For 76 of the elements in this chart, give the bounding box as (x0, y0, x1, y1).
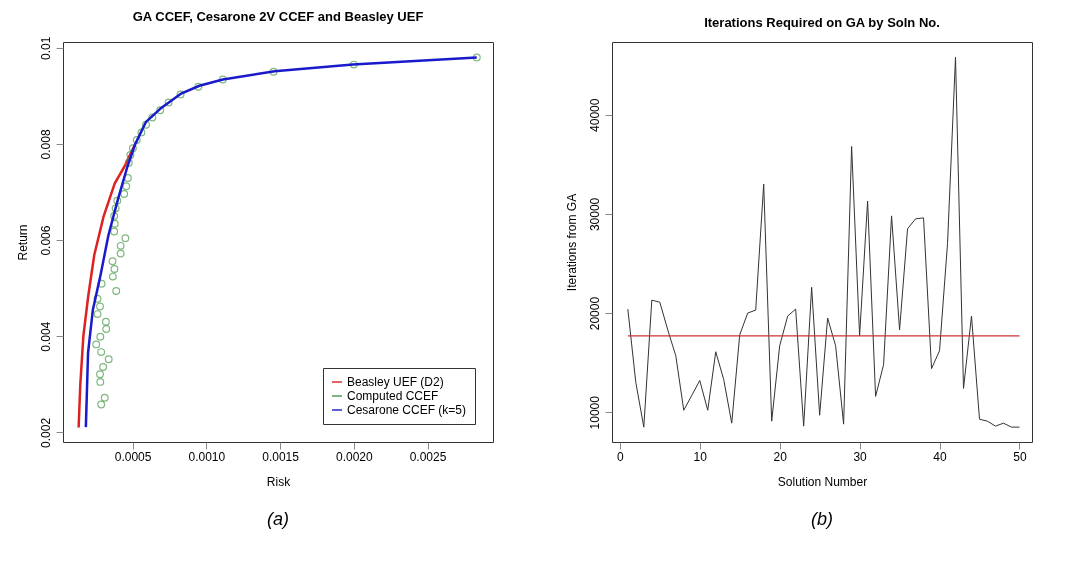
chart-title: GA CCEF, Cesarone 2V CCEF and Beasley UEF (132, 9, 424, 25)
point (128, 144, 137, 153)
point (194, 82, 203, 91)
point (142, 120, 150, 129)
point (156, 106, 165, 115)
x-tick-label: 20 (773, 449, 788, 464)
text: (b) (811, 509, 833, 529)
point (218, 75, 227, 84)
x-tick-label: 40 (933, 449, 948, 464)
point (120, 189, 129, 198)
y-axis-title: Iterations from GA (564, 193, 579, 292)
point (137, 128, 146, 137)
point (269, 67, 278, 76)
y-tick-label: 30000 (587, 197, 602, 232)
y-tick-label: 0.01 (38, 36, 53, 60)
point (100, 393, 109, 402)
x-axis-title: Risk (266, 474, 292, 489)
legend-label: Computed CCEF (347, 389, 439, 403)
point (110, 227, 119, 236)
point (176, 90, 185, 99)
point (108, 272, 117, 281)
x-tick-label: 30 (853, 449, 868, 464)
legend-label: Beasley UEF (D2) (347, 375, 444, 389)
legend-label: Cesarone CCEF (k=5) (347, 403, 467, 417)
point (121, 234, 130, 243)
x-tick-label: 0.0010 (188, 449, 226, 464)
x-tick-label: 0.0005 (114, 449, 152, 464)
text: (a) (267, 509, 289, 529)
x-tick-label: 0.0025 (409, 449, 447, 464)
point (112, 287, 121, 295)
y-tick-label: 40000 (587, 98, 602, 132)
point (97, 400, 106, 409)
point (126, 151, 135, 159)
point (102, 325, 111, 333)
x-tick-label: 0.0020 (335, 449, 373, 464)
x-tick-label: 50 (1013, 449, 1027, 464)
point (96, 302, 104, 311)
x-tick-label: 0 (616, 449, 624, 464)
y-tick-label: 0.002 (38, 417, 53, 448)
point (99, 363, 108, 371)
point (96, 332, 105, 341)
point (92, 340, 101, 349)
point (132, 136, 141, 145)
chart-title: Iterations Required on GA by Soln No. (704, 15, 940, 30)
y-tick-label: 0.006 (38, 225, 53, 256)
point (110, 264, 119, 273)
point (104, 355, 113, 364)
point (111, 204, 120, 213)
point (108, 257, 117, 266)
point (96, 370, 104, 379)
point (164, 98, 173, 107)
y-axis-title: Return (15, 224, 30, 261)
point (349, 60, 358, 69)
point (122, 182, 131, 191)
x-axis-title: Solution Number (777, 474, 868, 489)
y-tick-label: 0.008 (38, 129, 53, 160)
point (93, 294, 102, 303)
point (124, 158, 133, 167)
x-tick-label: 10 (693, 449, 708, 464)
point (97, 348, 106, 357)
x-tick-label: 0.0015 (262, 449, 300, 464)
point (116, 241, 125, 250)
point (472, 53, 481, 62)
y-tick-label: 20000 (587, 296, 602, 331)
point (116, 249, 125, 258)
line-series (84, 56, 479, 429)
point (110, 212, 119, 220)
point (123, 174, 132, 183)
point (113, 196, 122, 205)
point (148, 113, 157, 122)
line-series (627, 56, 1020, 428)
point (101, 317, 110, 326)
point (96, 377, 105, 386)
y-tick-label: 10000 (587, 395, 602, 430)
y-tick-label: 0.004 (38, 321, 53, 352)
point (93, 310, 102, 319)
